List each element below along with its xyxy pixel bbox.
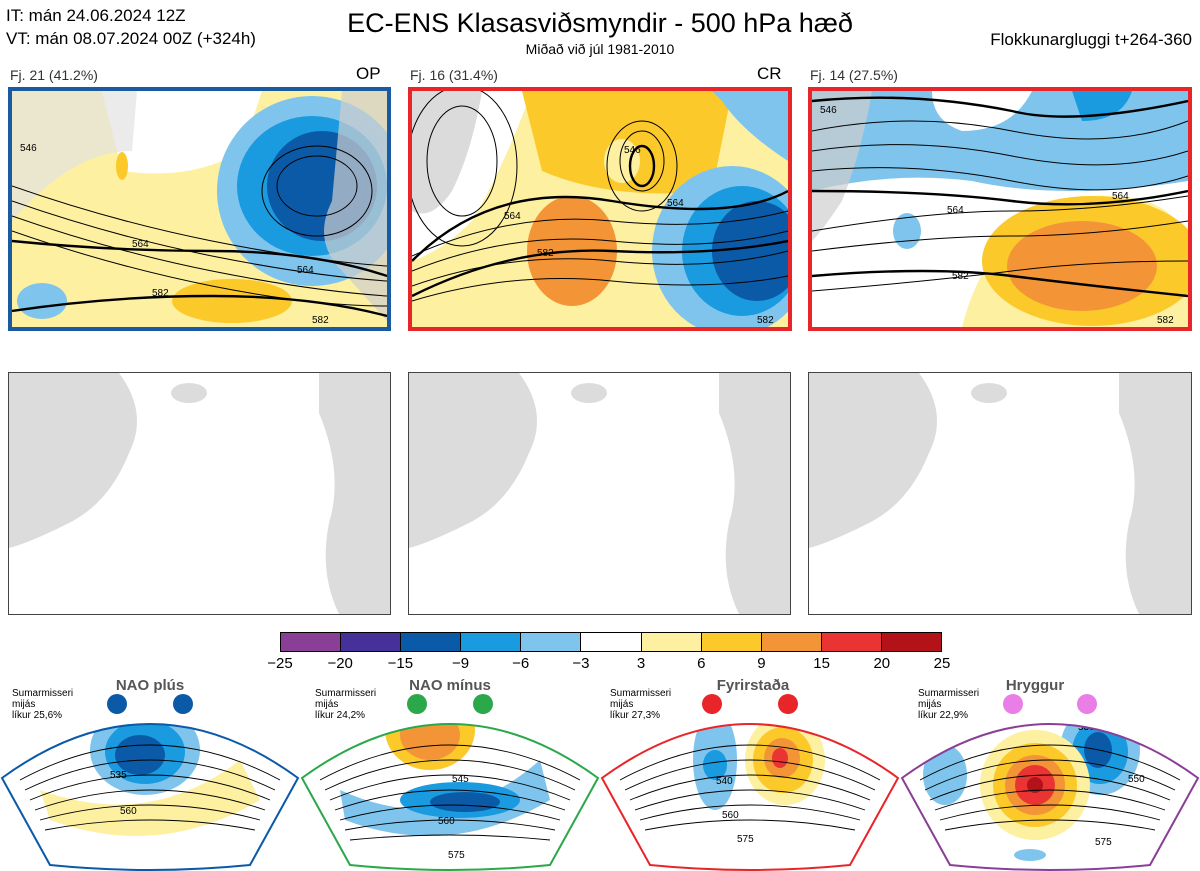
- regime-4-title: Hryggur: [1005, 677, 1065, 694]
- regime-3-contour-575: 575: [737, 834, 754, 845]
- page-title: EC-ENS Klasasviðsmyndir - 500 hPa hæð: [347, 8, 853, 38]
- regime-3-contour-560: 560: [722, 810, 739, 821]
- regime-2-dot-a: [407, 694, 427, 714]
- colorbar-segment: [521, 633, 582, 651]
- empty-map-3: [808, 372, 1192, 615]
- regime-3-contour-540: 540: [716, 776, 733, 787]
- cluster-3-contour-546: 546: [820, 105, 837, 116]
- colorbar: [280, 632, 942, 652]
- regime-1-note: Sumarmisseri mijás líkur 25,6%: [12, 688, 74, 721]
- regime-3-dot-b: [778, 694, 798, 714]
- regime-4-contour-575: 575: [1095, 837, 1112, 848]
- cluster-3-contour-564b: 564: [1112, 191, 1129, 202]
- regime-2-dot-b: [473, 694, 493, 714]
- regime-4-contour-550: 550: [1128, 774, 1145, 785]
- regime-1-contour-560: 560: [120, 806, 137, 817]
- regime-4-dot-b: [1077, 694, 1097, 714]
- cluster-1-contour-564b: 564: [297, 265, 314, 276]
- colorbar-tick-label: −25: [267, 655, 293, 672]
- regime-4-note: Sumarmisseri mijás líkur 22,9%: [918, 688, 980, 721]
- cluster-2-contour-564a: 564: [504, 211, 521, 222]
- cluster-3-contour-564a: 564: [947, 205, 964, 216]
- regime-2-title: NAO mínus: [409, 677, 491, 694]
- regime-1-contour-535: 535: [110, 770, 127, 781]
- colorbar-tick-label: 6: [697, 655, 706, 672]
- regime-2-map: 545 560 575: [302, 724, 598, 870]
- cluster-1-contour-582a: 582: [152, 288, 169, 299]
- cluster-1-label: Fj. 21 (41.2%): [10, 67, 98, 83]
- cluster-2-code: CR: [757, 64, 782, 83]
- cluster-3-contour-582a: 582: [952, 271, 969, 282]
- regime-4-contour-530: 530: [1078, 722, 1095, 733]
- regime-4-dot-a: [1003, 694, 1023, 714]
- regime-2-contour-560: 560: [438, 816, 455, 827]
- colorbar-tick-label: 20: [873, 655, 891, 672]
- colorbar-segment: [341, 633, 402, 651]
- colorbar-tick-label: −3: [572, 655, 590, 672]
- regime-maps: 535 560 545 560 575: [0, 694, 1200, 871]
- cluster-3-map[interactable]: 546 564 564 582 582: [808, 87, 1192, 331]
- empty-map-1: [8, 372, 391, 615]
- cluster-2-contour-582b: 582: [757, 315, 774, 326]
- cluster-3-label: Fj. 14 (27.5%): [810, 67, 898, 83]
- regime-3-title: Fyrirstaða: [716, 677, 790, 694]
- colorbar-segment: [401, 633, 462, 651]
- colorbar-segment: [641, 633, 702, 651]
- colorbar-segment: [581, 633, 642, 651]
- header-left: IT: mán 24.06.2024 12Z VT: mán 08.07.202…: [6, 4, 256, 50]
- regime-1-map: 535 560: [2, 724, 298, 870]
- regime-2-note: Sumarmisseri mijás líkur 24,2%: [315, 688, 377, 721]
- regime-1-dot-b: [173, 694, 193, 714]
- colorbar-tick-label: 25: [933, 655, 951, 672]
- regime-2-contour-545: 545: [452, 774, 469, 785]
- colorbar-segment: [461, 633, 522, 651]
- cluster-1-contour-564a: 564: [132, 239, 149, 250]
- colorbar-segment: [761, 633, 822, 651]
- valid-time: VT: mán 08.07.2024 00Z (+324h): [6, 29, 256, 48]
- regime-3-map: 540 560 575: [602, 724, 898, 870]
- colorbar-segment: [701, 633, 762, 651]
- cluster-3-contour-582b: 582: [1157, 315, 1174, 326]
- colorbar-tick-label: 3: [636, 655, 646, 672]
- regime-1-dot-a: [107, 694, 127, 714]
- colorbar-tick-label: 15: [813, 655, 830, 672]
- colorbar-tick-label: 9: [757, 655, 766, 672]
- regime-1-title: NAO plús: [115, 677, 185, 694]
- colorbar-tick-label: −15: [387, 655, 414, 672]
- window-label: Flokkunargluggi t+264-360: [990, 30, 1192, 49]
- colorbar-segment: [881, 633, 942, 651]
- colorbar-segment: [281, 633, 342, 651]
- cluster-1-contour-582b: 582: [312, 315, 329, 326]
- init-time: IT: mán 24.06.2024 12Z: [6, 6, 186, 25]
- regime-2-contour-575: 575: [448, 850, 465, 861]
- cluster-1-map[interactable]: 546 564 564 582 582: [8, 87, 391, 331]
- cluster-1-code: OP: [356, 64, 381, 83]
- regime-4-map: 530 550 575: [902, 722, 1198, 870]
- colorbar-tick-label: −20: [327, 655, 353, 672]
- cluster-2-contour-564b: 564: [667, 198, 684, 209]
- regime-3-dot-a: [702, 694, 722, 714]
- cluster-1-contour-546: 546: [20, 143, 37, 154]
- cluster-2-label: Fj. 16 (31.4%): [410, 67, 498, 83]
- cluster-2-contour-546: 546: [624, 145, 641, 156]
- colorbar-segment: [821, 633, 882, 651]
- page-subtitle: Miðað við júl 1981-2010: [525, 41, 675, 57]
- regime-3-note: Sumarmisseri mijás líkur 27,3%: [610, 688, 672, 721]
- cluster-2-map[interactable]: 546 564 564 582 582: [408, 87, 792, 331]
- empty-map-2: [408, 372, 791, 615]
- cluster-2-contour-582a: 582: [537, 248, 554, 259]
- colorbar-tick-label: −9: [451, 655, 470, 672]
- colorbar-tick-label: −6: [512, 655, 530, 672]
